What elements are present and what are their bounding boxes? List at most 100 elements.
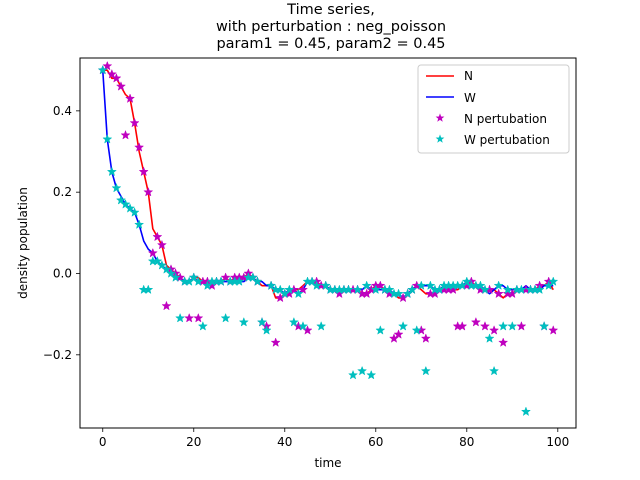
point-w-pertubation bbox=[366, 369, 377, 380]
point-w-pertubation bbox=[534, 284, 545, 295]
point-w-pertubation bbox=[120, 199, 131, 209]
point-w-pertubation bbox=[361, 280, 372, 290]
point-w-pertubation bbox=[539, 321, 550, 331]
point-w-pertubation bbox=[125, 203, 136, 213]
y-tick-label: 0.0 bbox=[53, 266, 72, 280]
point-w-pertubation bbox=[247, 272, 258, 282]
point-n-pertubation bbox=[270, 337, 281, 347]
point-w-pertubation bbox=[129, 207, 140, 217]
point-w-pertubation bbox=[293, 288, 304, 299]
point-w-pertubation bbox=[316, 321, 327, 331]
point-n-pertubation bbox=[147, 247, 158, 258]
point-w-pertubation bbox=[170, 272, 181, 282]
point-w-pertubation bbox=[393, 288, 404, 299]
point-n-pertubation bbox=[470, 316, 481, 327]
point-w-pertubation bbox=[507, 321, 518, 331]
point-n-pertubation bbox=[516, 321, 527, 331]
point-w-pertubation bbox=[252, 276, 263, 286]
point-n-pertubation bbox=[297, 284, 309, 295]
point-n-pertubation bbox=[138, 166, 149, 177]
point-w-pertubation bbox=[161, 264, 172, 274]
title-line-3: param1 = 0.45, param2 = 0.45 bbox=[216, 36, 445, 52]
point-w-pertubation bbox=[311, 280, 322, 290]
point-w-pertubation bbox=[352, 284, 363, 295]
point-w-pertubation bbox=[220, 312, 231, 323]
point-w-pertubation bbox=[266, 280, 277, 290]
point-w-pertubation bbox=[307, 276, 318, 286]
y-axis-label: density population bbox=[16, 187, 30, 299]
legend-swatch-n-pertubation bbox=[435, 113, 445, 122]
point-n-pertubation bbox=[111, 73, 122, 83]
point-n-pertubation bbox=[548, 325, 559, 335]
point-w-pertubation bbox=[111, 182, 122, 193]
point-w-pertubation bbox=[502, 284, 513, 295]
point-w-pertubation bbox=[548, 276, 559, 286]
y-tick-label: −0.2 bbox=[43, 348, 72, 362]
point-w-pertubation bbox=[115, 194, 127, 205]
x-tick-label: 80 bbox=[459, 435, 474, 449]
point-n-pertubation bbox=[457, 321, 468, 331]
point-w-pertubation bbox=[320, 280, 331, 290]
x-tick-label: 0 bbox=[99, 435, 107, 449]
x-tick-label: 60 bbox=[368, 435, 383, 449]
point-n-pertubation bbox=[115, 81, 127, 91]
point-w-pertubation bbox=[484, 333, 495, 343]
y-axis: −0.2 0.0 0.2 0.4 bbox=[43, 104, 80, 362]
x-tick-label: 20 bbox=[186, 435, 201, 449]
title-line-2: with perturbation : neg_poisson bbox=[216, 19, 446, 35]
point-n-pertubation bbox=[161, 300, 172, 311]
x-axis-label: time bbox=[314, 456, 341, 470]
point-n-pertubation bbox=[420, 333, 431, 343]
point-w-pertubation bbox=[156, 260, 167, 270]
point-w-pertubation bbox=[175, 312, 186, 323]
point-w-pertubation bbox=[461, 276, 472, 286]
legend-frame bbox=[417, 64, 570, 154]
point-w-pertubation bbox=[238, 316, 249, 327]
point-n-pertubation bbox=[120, 129, 131, 140]
point-w-pertubation bbox=[188, 272, 199, 282]
point-w-pertubation bbox=[102, 134, 113, 144]
point-w-pertubation bbox=[261, 325, 272, 335]
point-n-pertubation bbox=[479, 321, 491, 331]
point-w-pertubation bbox=[475, 280, 486, 290]
point-w-pertubation bbox=[516, 284, 527, 295]
x-tick-label: 40 bbox=[277, 435, 292, 449]
point-w-pertubation bbox=[370, 284, 381, 295]
point-w-pertubation bbox=[284, 284, 295, 295]
axes-frame bbox=[79, 57, 577, 429]
point-w-pertubation bbox=[106, 166, 117, 177]
point-w-pertubation bbox=[165, 268, 177, 278]
plot-area bbox=[97, 60, 559, 417]
point-n-pertubation bbox=[129, 117, 140, 128]
point-n-pertubation bbox=[193, 312, 204, 323]
point-w-pertubation bbox=[493, 280, 504, 290]
point-w-pertubation bbox=[425, 280, 436, 290]
point-w-pertubation bbox=[407, 284, 418, 295]
point-w-pertubation bbox=[197, 321, 208, 331]
point-w-pertubation bbox=[416, 280, 427, 290]
legend-label-w: W bbox=[464, 91, 476, 105]
title-line-1: Time series, bbox=[286, 2, 375, 18]
point-n-pertubation bbox=[498, 337, 509, 347]
legend-label-w-pertubation: W pertubation bbox=[464, 133, 550, 147]
point-w-pertubation bbox=[411, 325, 422, 335]
point-w-pertubation bbox=[256, 316, 268, 327]
point-w-pertubation bbox=[193, 276, 204, 286]
point-n-pertubation bbox=[393, 329, 404, 339]
point-w-pertubation bbox=[347, 369, 359, 380]
point-w-pertubation bbox=[234, 276, 245, 286]
point-w-pertubation bbox=[384, 284, 395, 295]
y-tick-label: 0.4 bbox=[53, 104, 72, 118]
legend-label-n: N bbox=[464, 69, 473, 83]
point-w-pertubation bbox=[297, 321, 309, 331]
x-tick-label: 100 bbox=[546, 435, 569, 449]
point-n-pertubation bbox=[102, 60, 113, 71]
legend-swatch-w-pertubation bbox=[435, 134, 445, 143]
point-w-pertubation bbox=[420, 365, 431, 376]
point-w-pertubation bbox=[498, 321, 509, 331]
legend-label-n-pertubation: N pertubation bbox=[464, 112, 547, 126]
point-n-pertubation bbox=[125, 93, 136, 103]
chart-title: Time series, with perturbation : neg_poi… bbox=[216, 2, 446, 52]
point-n-pertubation bbox=[375, 280, 386, 290]
